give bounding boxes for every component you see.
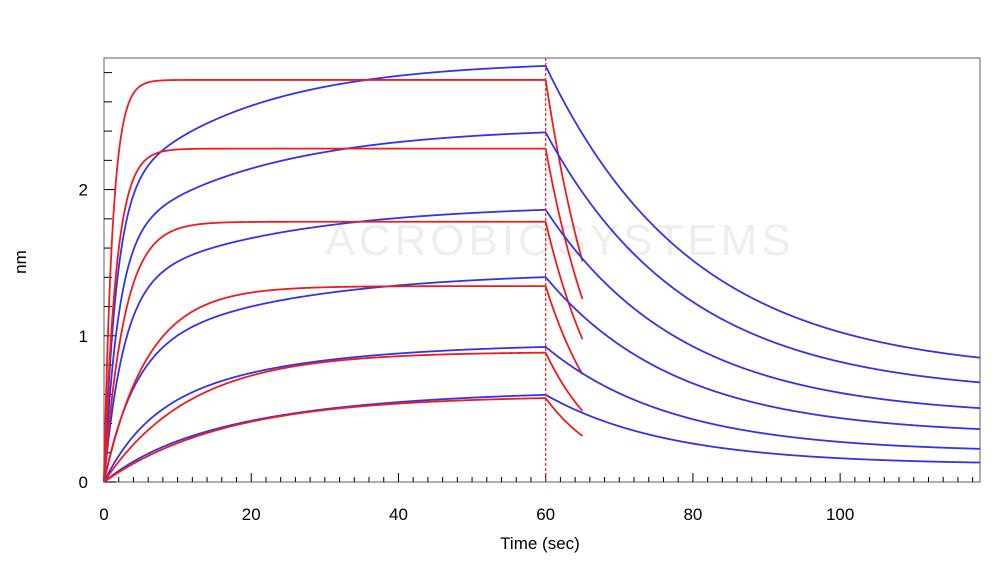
measured-curve xyxy=(103,276,981,483)
fit-curve-dissociation xyxy=(544,285,584,375)
fit-curve-dissociation xyxy=(544,397,584,437)
fit-curve-association xyxy=(103,79,546,483)
y-axis-title: nm xyxy=(11,250,30,274)
measured-curve xyxy=(103,208,981,483)
sensorgram-series-2 xyxy=(103,131,981,483)
watermark: ACROBIOSYSTEMS xyxy=(325,216,794,265)
fit-curve-association xyxy=(103,285,546,483)
x-tick-label: 40 xyxy=(389,505,408,524)
sensorgram-series-4 xyxy=(103,276,981,483)
fit-curve-dissociation xyxy=(544,221,584,340)
watermark-text: ACROBIOSYSTEMS xyxy=(325,216,794,265)
y-tick-label: 2 xyxy=(79,181,88,200)
plot-area-frame xyxy=(103,57,981,483)
measured-curve xyxy=(103,393,981,483)
y-tick-label: 0 xyxy=(79,473,88,492)
sensorgram-series-1 xyxy=(103,64,981,483)
sensorgram-series-5 xyxy=(103,346,981,483)
x-axis: 0 20 40 60 80 100 xyxy=(99,473,974,524)
measured-curve xyxy=(103,346,981,483)
sensorgram-series-3 xyxy=(103,208,981,483)
fit-curve-dissociation xyxy=(544,79,584,262)
x-tick-label: 0 xyxy=(99,505,108,524)
y-tick-label: 1 xyxy=(79,327,88,346)
fit-curve-association xyxy=(103,220,546,483)
measured-curve xyxy=(103,131,981,483)
fit-curve-association xyxy=(103,147,546,483)
fit-curve-association xyxy=(103,351,546,483)
fit-curve-dissociation xyxy=(544,352,584,412)
sensorgram-series-6 xyxy=(103,393,981,483)
x-tick-label: 100 xyxy=(826,505,854,524)
x-tick-label: 20 xyxy=(242,505,261,524)
measured-curve xyxy=(103,64,981,483)
x-tick-label: 60 xyxy=(536,505,555,524)
series-layer xyxy=(103,64,981,483)
x-tick-label: 80 xyxy=(683,505,702,524)
x-axis-title: Time (sec) xyxy=(500,534,580,553)
fit-curve-association xyxy=(103,397,546,483)
